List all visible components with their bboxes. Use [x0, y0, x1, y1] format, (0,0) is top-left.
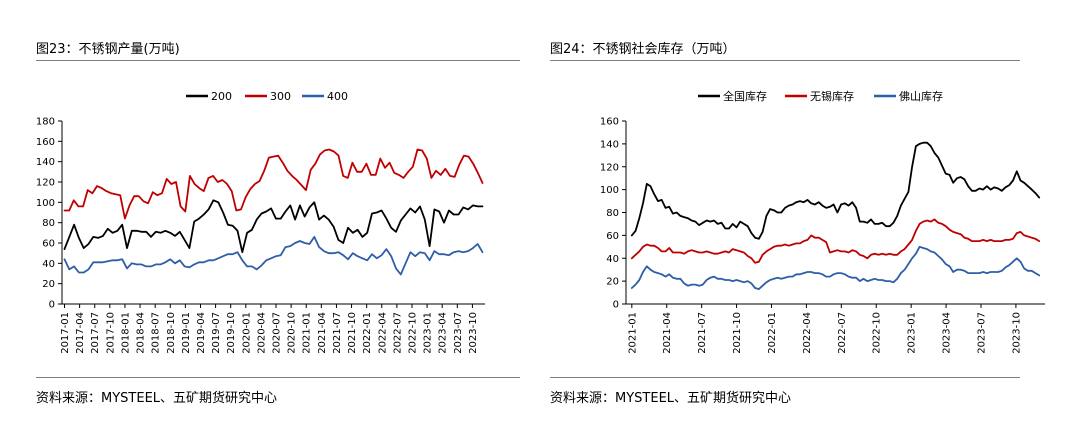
x-tick-label: 2023-01 [907, 312, 918, 354]
series-line-无锡库存 [630, 218, 1041, 264]
x-tick-label: 2021-01 [627, 312, 638, 354]
x-tick-label: 2022-07 [837, 312, 848, 354]
y-tick-label: 40 [606, 254, 619, 265]
y-tick-label: 100 [600, 185, 619, 196]
figure-24-bottom-rule [550, 377, 1020, 378]
legend-label-200: 200 [211, 90, 232, 103]
y-tick-label: 0 [49, 300, 55, 311]
y-tick-label: 180 [36, 117, 55, 128]
x-tick-label: 2022-01 [767, 312, 778, 354]
y-tick-label: 160 [36, 137, 55, 148]
x-tick-label: 2018-10 [166, 312, 177, 354]
x-tick-label: 2023-04 [942, 312, 953, 354]
x-tick-label: 2022-04 [377, 312, 388, 354]
x-tick-label: 2022-04 [802, 312, 813, 354]
x-tick-label: 2020-01 [241, 312, 252, 354]
y-tick-label: 140 [600, 139, 619, 150]
x-tick-label: 2020-04 [256, 312, 267, 354]
x-tick-label: 2021-07 [697, 312, 708, 354]
figure-24-source: 资料来源：MYSTEEL、五矿期货研究中心 [550, 391, 792, 406]
x-tick-label: 2018-01 [120, 312, 131, 354]
legend-label-全国库存: 全国库存 [723, 89, 767, 103]
x-tick-label: 2022-01 [362, 312, 373, 354]
x-tick-label: 2022-07 [392, 312, 403, 354]
x-tick-label: 2023-07 [976, 312, 987, 354]
figure-23: 图23：不锈钢产量(万吨) 0 20 40 60 80 100 120 140 160 180 20… [36, 42, 520, 406]
x-tick-label: 2021-07 [332, 312, 343, 354]
y-tick-label: 60 [606, 231, 619, 242]
x-tick-label: 2022-10 [872, 312, 883, 354]
x-tick-label: 2023-04 [438, 312, 449, 354]
production-line-chart: 0 20 40 60 80 100 120 140 160 180 2017-01 2017-04 20… [36, 90, 485, 354]
x-tick-label: 2017-01 [60, 312, 71, 354]
x-tick-label: 2023-10 [468, 312, 479, 354]
y-tick-label: 120 [600, 162, 619, 173]
y-tick-label: 40 [42, 259, 55, 270]
figure-23-title: 图23：不锈钢产量(万吨) [36, 42, 180, 57]
y-tick-label: 140 [36, 157, 55, 168]
series-line-佛山库存 [630, 245, 1041, 291]
series-line-400 [63, 235, 484, 276]
y-tick-label: 20 [606, 277, 619, 288]
figure-23-bottom-rule [36, 377, 520, 378]
legend-label-400: 400 [327, 90, 348, 103]
figure-23-top-rule [36, 60, 520, 61]
y-tick-label: 100 [36, 198, 55, 209]
x-tick-label: 2018-07 [151, 312, 162, 354]
legend-label-无锡库存: 无锡库存 [810, 89, 854, 103]
series-line-全国库存 [630, 141, 1041, 240]
inventory-line-chart: 0 20 40 60 80 100 120 140 160 2021-01 2021-04 2021-… [600, 89, 1045, 354]
legend-label-佛山库存: 佛山库存 [899, 89, 943, 103]
x-tick-label: 2017-10 [105, 312, 116, 354]
figure-24-top-rule [550, 60, 1020, 61]
figure-23-source: 资料来源：MYSTEEL、五矿期货研究中心 [36, 391, 278, 406]
x-tick-label: 2021-04 [317, 312, 328, 354]
x-tick-label: 2020-10 [287, 312, 298, 354]
figure-24-title: 图24：不锈钢社会库存（万吨） [550, 42, 736, 57]
y-tick-label: 80 [42, 218, 55, 229]
legend-label-300: 300 [270, 90, 291, 103]
y-tick-label: 120 [36, 178, 55, 189]
x-tick-label: 2019-07 [211, 312, 222, 354]
x-tick-label: 2019-10 [226, 312, 237, 354]
y-tick-label: 80 [606, 208, 619, 219]
x-tick-label: 2021-10 [347, 312, 358, 354]
x-tick-label: 2019-01 [181, 312, 192, 354]
x-tick-label: 2018-04 [136, 312, 147, 354]
x-tick-label: 2020-07 [272, 312, 283, 354]
x-tick-label: 2022-10 [407, 312, 418, 354]
y-tick-label: 60 [42, 239, 55, 250]
x-tick-label: 2023-01 [423, 312, 434, 354]
x-tick-label: 2017-04 [75, 312, 86, 354]
y-tick-label: 160 [600, 117, 619, 128]
y-tick-label: 0 [613, 300, 619, 311]
x-tick-label: 2021-10 [732, 312, 743, 354]
x-tick-label: 2023-10 [1011, 312, 1022, 354]
series-line-200 [63, 199, 484, 254]
x-tick-label: 2021-01 [302, 312, 313, 354]
y-tick-label: 20 [42, 279, 55, 290]
x-tick-label: 2017-07 [90, 312, 101, 354]
x-tick-label: 2019-04 [196, 312, 207, 354]
figure-24: 图24：不锈钢社会库存（万吨） 0 20 40 60 80 100 120 140 160 202… [540, 0, 1080, 429]
series-line-300 [63, 148, 484, 220]
x-tick-label: 2021-04 [662, 312, 673, 354]
x-tick-label: 2023-07 [453, 312, 464, 354]
